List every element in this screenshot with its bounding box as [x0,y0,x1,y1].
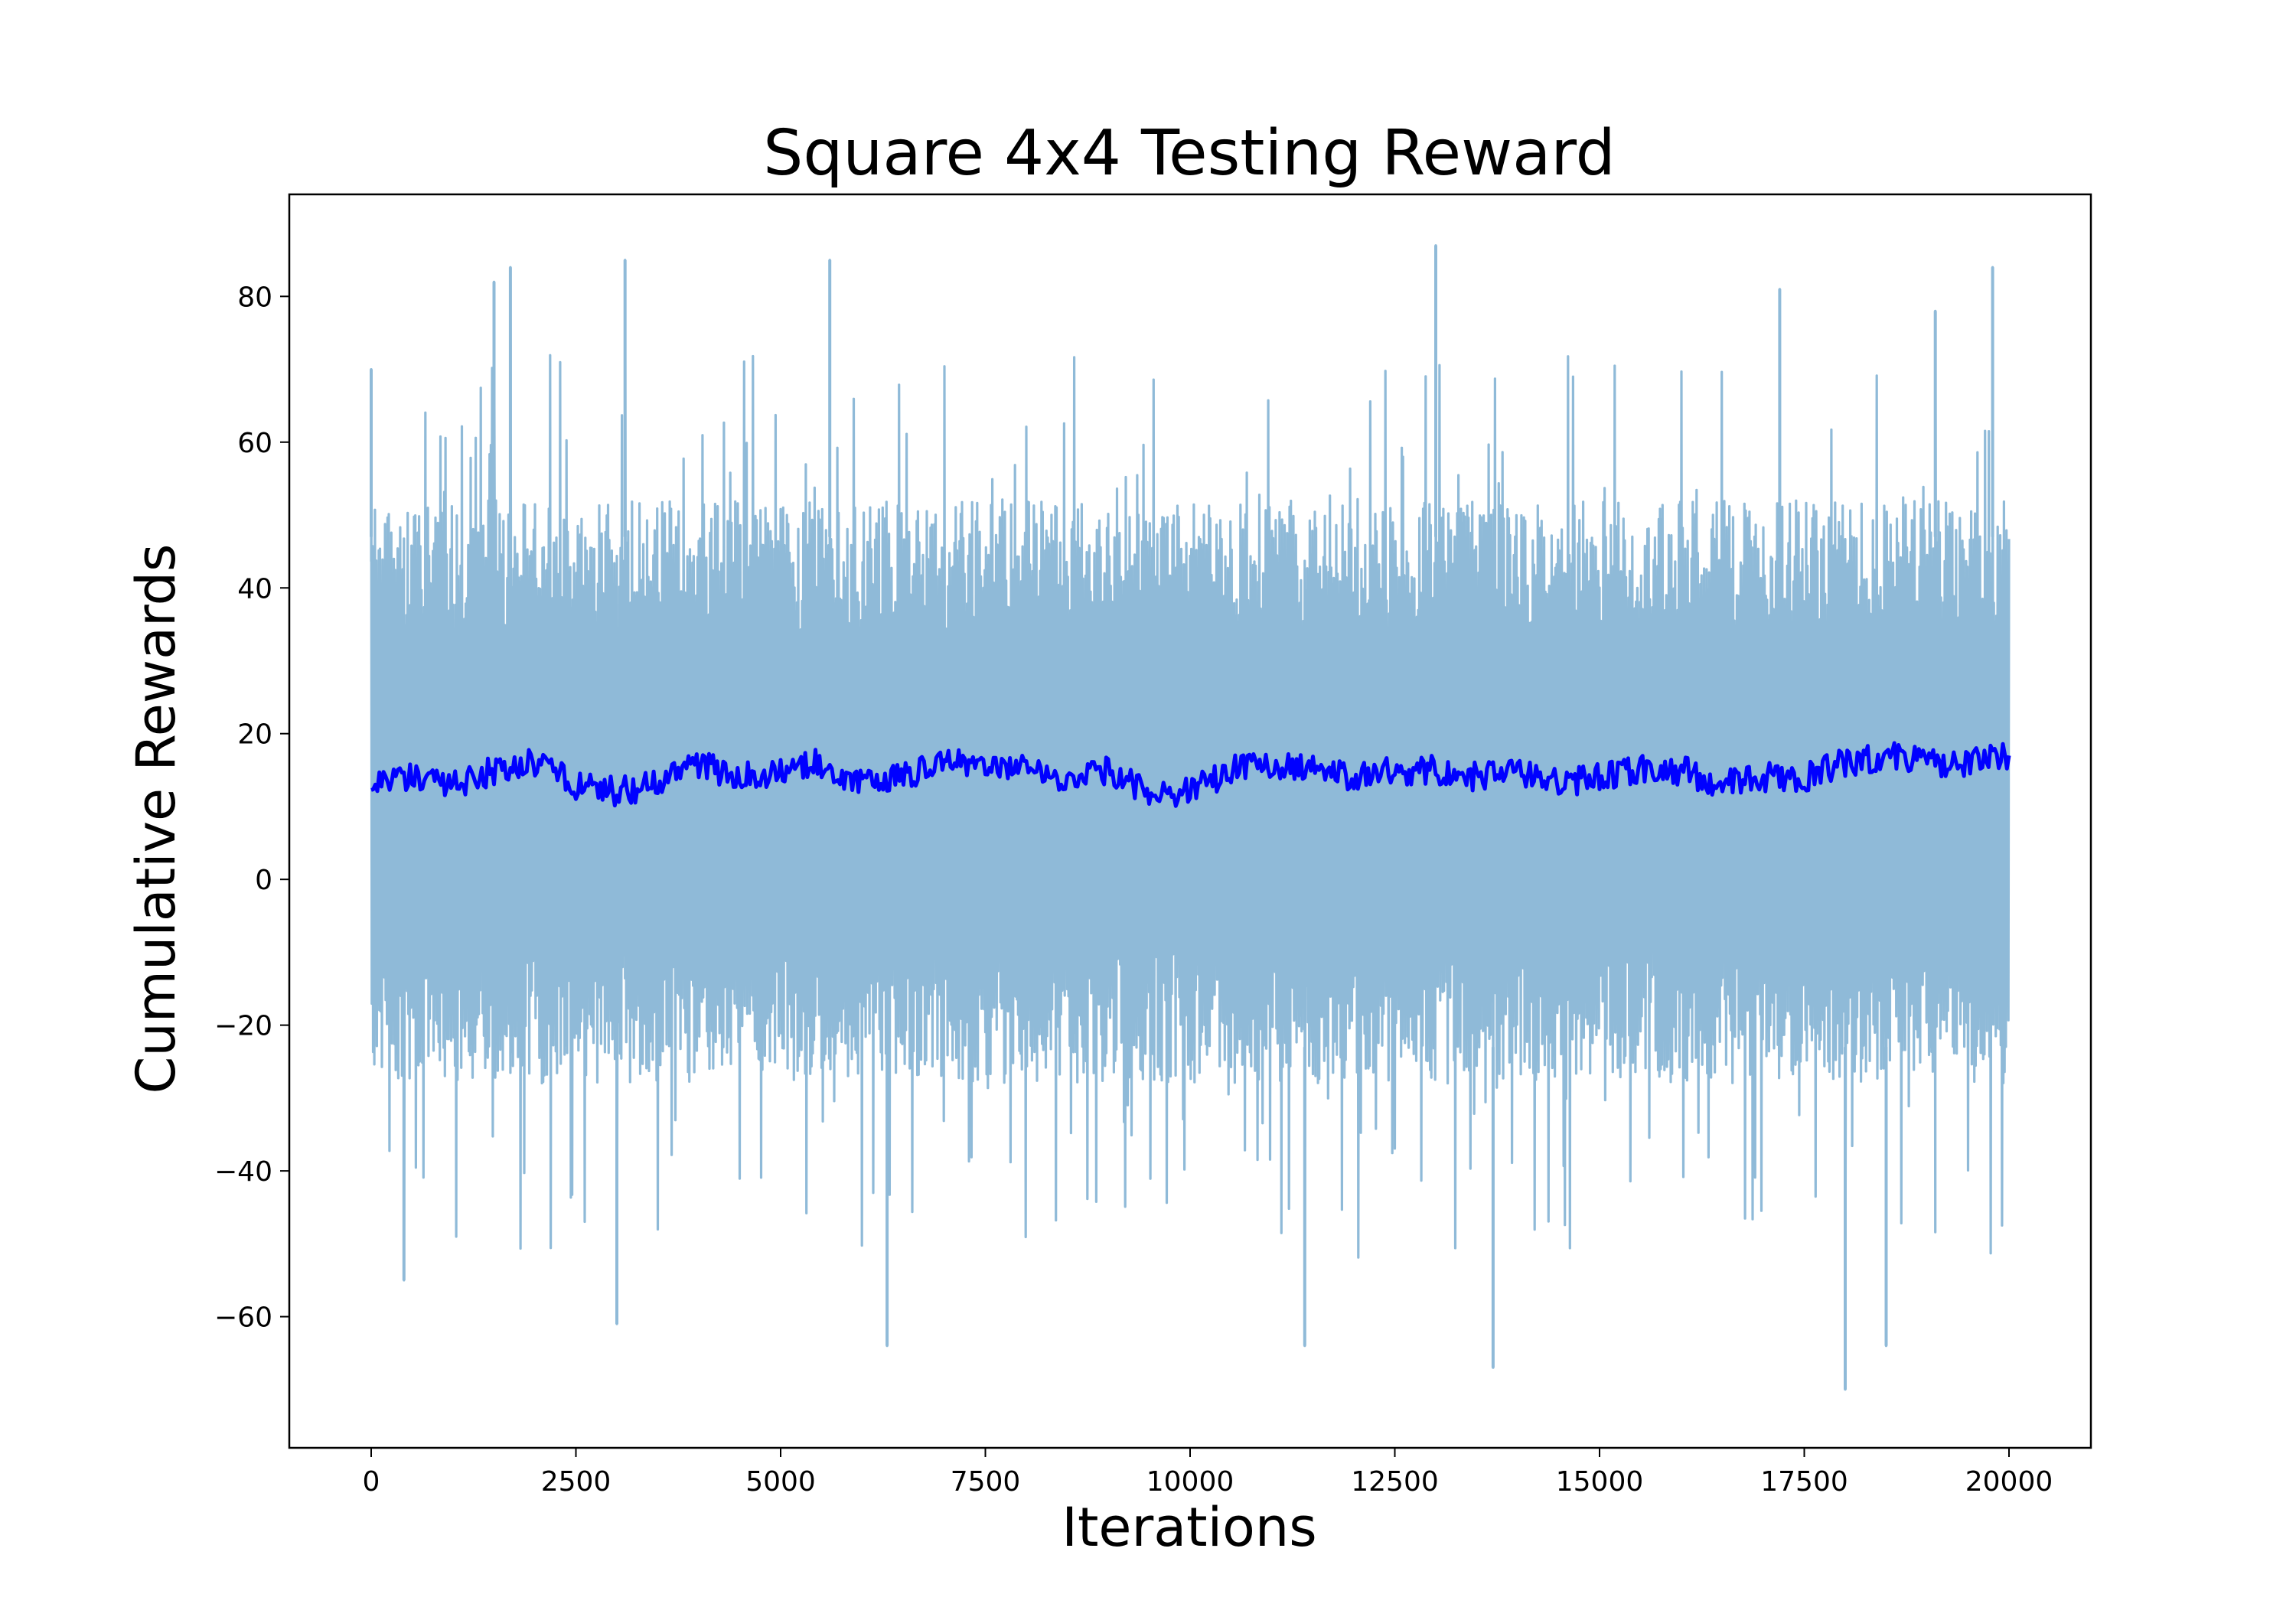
x-tick-label: 7500 [951,1466,1021,1498]
chart-title: Square 4x4 Testing Reward [763,117,1615,190]
y-tick-label: 40 [237,573,272,605]
y-axis-ticks: −60 −40 −20 0 20 40 60 80 [214,282,289,1334]
x-tick-label: 10000 [1146,1466,1234,1498]
y-tick-label: −40 [214,1156,272,1188]
x-tick-label: 20000 [1965,1466,2053,1498]
plot-area [288,193,2092,1449]
y-tick-label: 80 [237,282,272,313]
x-tick-label: 15000 [1556,1466,1644,1498]
raw-reward-series-line [370,244,2011,1391]
x-axis-ticks: 0 2500 5000 7500 10000 12500 15000 17500 20000 [363,1448,2053,1498]
y-tick-label: 60 [237,428,272,459]
x-tick-label: 2500 [541,1466,612,1498]
x-tick-label: 5000 [745,1466,816,1498]
y-axis-label: Cumulative Rewards [125,544,188,1094]
y-tick-label: −60 [214,1302,272,1334]
x-tick-label: 12500 [1351,1466,1439,1498]
x-tick-label: 0 [363,1466,380,1498]
moving-average-series-line [370,741,2011,808]
x-tick-label: 17500 [1760,1466,1848,1498]
y-tick-label: 0 [255,865,272,896]
x-axis-label: Iterations [1062,1496,1316,1559]
y-tick-label: 20 [237,719,272,751]
y-tick-label: −20 [214,1011,272,1042]
